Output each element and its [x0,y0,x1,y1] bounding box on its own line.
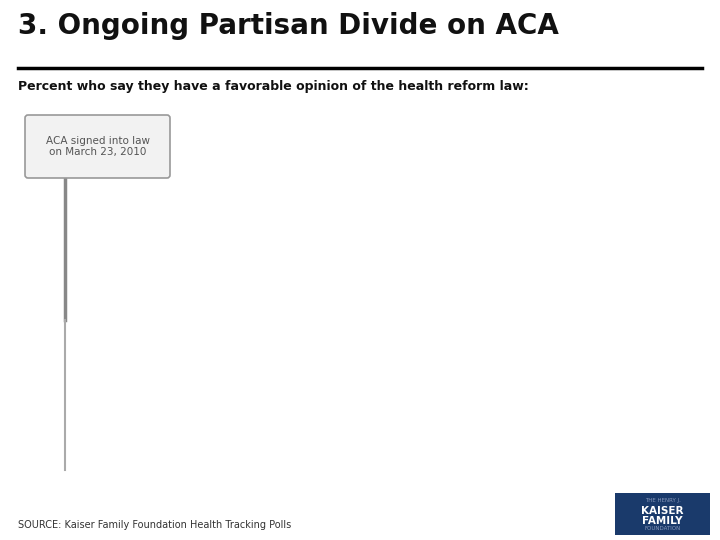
Text: KAISER: KAISER [642,506,684,516]
Text: FOUNDATION: FOUNDATION [644,526,680,531]
Text: FAMILY: FAMILY [642,516,683,526]
Text: Percent who say they have a favorable opinion of the health reform law:: Percent who say they have a favorable op… [18,80,528,93]
Text: 3. Ongoing Partisan Divide on ACA: 3. Ongoing Partisan Divide on ACA [18,12,559,40]
FancyBboxPatch shape [25,115,170,178]
Text: SOURCE: Kaiser Family Foundation Health Tracking Polls: SOURCE: Kaiser Family Foundation Health … [18,520,292,530]
Text: THE HENRY J.: THE HENRY J. [644,498,680,503]
Text: ACA signed into law
on March 23, 2010: ACA signed into law on March 23, 2010 [45,136,150,157]
FancyBboxPatch shape [615,493,710,535]
